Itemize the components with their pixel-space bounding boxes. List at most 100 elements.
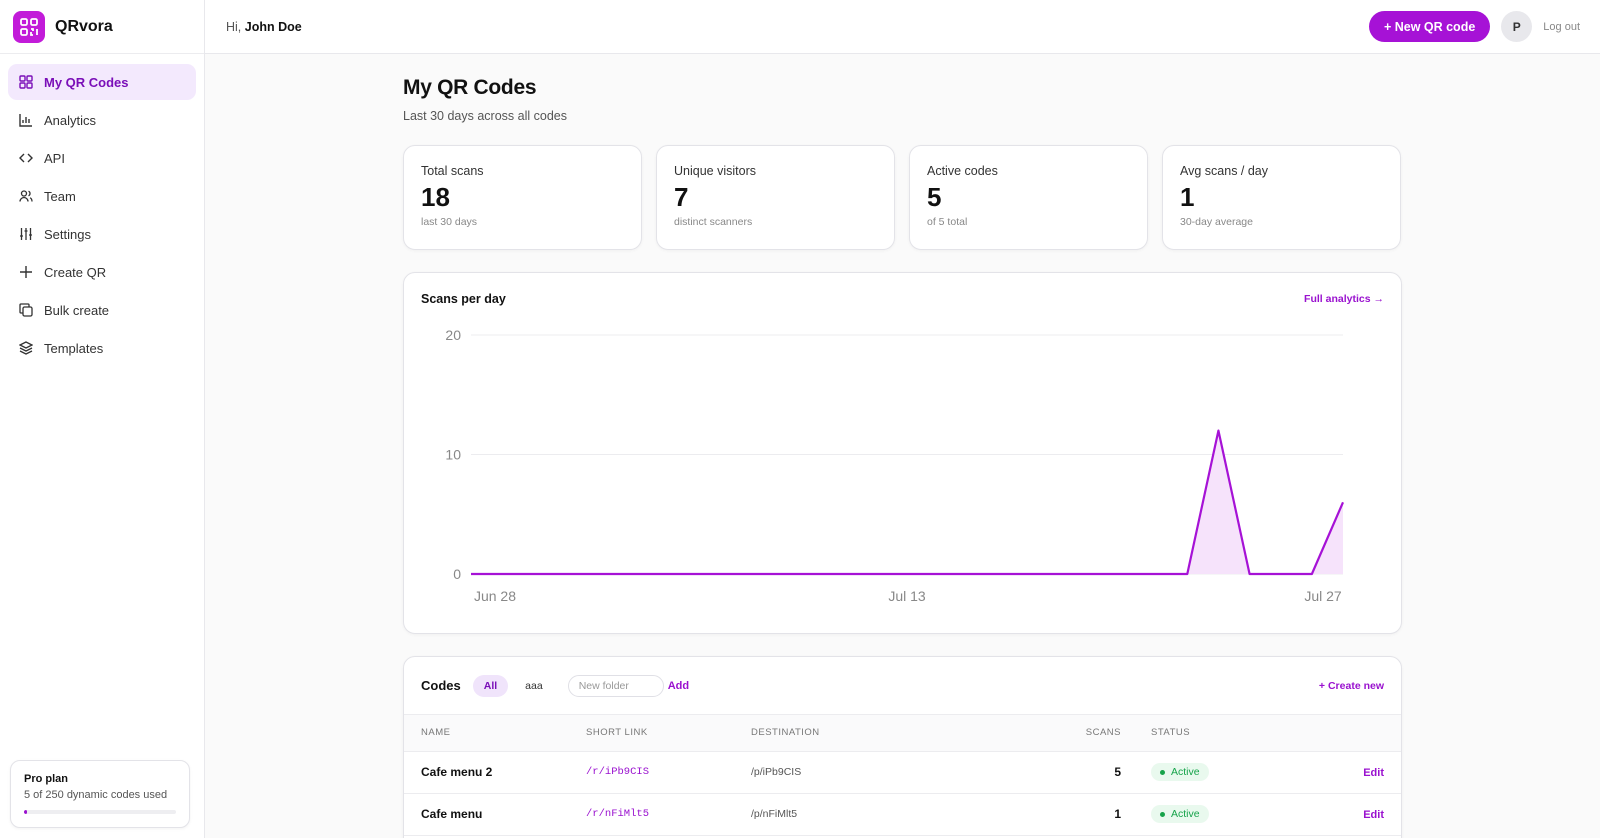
- sidebar-item-settings[interactable]: Settings: [8, 216, 196, 252]
- create-new-link[interactable]: + Create new: [1318, 679, 1384, 692]
- sidebar-item-label: Analytics: [44, 112, 97, 128]
- column-header-destination[interactable]: DESTINATION: [751, 727, 820, 739]
- table-row[interactable]: Cafe menu 2 /r/iPb9CIS /p/iPb9CIS 5 Acti…: [404, 751, 1401, 793]
- stat-card-avg-scans: Avg scans / day 1 30-day average: [1162, 145, 1401, 250]
- sidebar-item-team[interactable]: Team: [8, 178, 196, 214]
- short-link[interactable]: /r/nFiMlt5: [586, 808, 650, 820]
- stat-sub: last 30 days: [421, 216, 478, 228]
- sidebar-item-templates[interactable]: Templates: [8, 330, 196, 366]
- sidebar-item-label: Settings: [44, 226, 91, 242]
- status-badge: Active: [1151, 763, 1209, 781]
- new-qr-code-button[interactable]: + New QR code: [1368, 11, 1491, 42]
- topbar-actions: + New QR code P Log out: [1368, 11, 1580, 42]
- brand[interactable]: QRvora: [0, 0, 204, 54]
- code-name: Cafe menu: [421, 807, 483, 821]
- x-tick-label: Jul 27: [1304, 588, 1342, 604]
- sidebar-item-my-qr-codes[interactable]: My QR Codes: [8, 64, 196, 100]
- sliders-icon: [19, 227, 33, 241]
- main-content: My QR Codes Last 30 days across all code…: [403, 54, 1402, 838]
- bar-chart-icon: [19, 113, 33, 127]
- chart-header: Scans per day Full analytics →: [404, 273, 1401, 306]
- stat-card-unique-visitors: Unique visitors 7 distinct scanners: [656, 145, 895, 250]
- code-name: Cafe menu 2: [421, 765, 493, 779]
- status-badge: Active: [1151, 805, 1209, 823]
- status-text: Active: [1171, 808, 1200, 820]
- stat-label: Unique visitors: [674, 164, 756, 178]
- logout-link[interactable]: Log out: [1543, 20, 1580, 33]
- status-dot-icon: [1160, 811, 1165, 817]
- stat-card-active-codes: Active codes 5 of 5 total: [909, 145, 1148, 250]
- short-link[interactable]: /r/iPb9CIS: [586, 766, 650, 778]
- y-tick-label: 20: [445, 327, 461, 343]
- topbar: Hi, John Doe + New QR code P Log out: [205, 0, 1600, 54]
- plan-usage-text: 5 of 250 dynamic codes used: [24, 789, 168, 801]
- scans-chart-card: 0 10 20 Jun 28 Jul 13 Jul 27 Scans per day Fu…: [403, 272, 1402, 634]
- sidebar-item-label: Templates: [44, 340, 104, 356]
- stat-value: 18: [421, 182, 450, 212]
- y-tick-label: 10: [445, 447, 461, 463]
- plan-title: Pro plan: [24, 773, 69, 785]
- full-analytics-link[interactable]: Full analytics →: [1304, 293, 1384, 305]
- edit-button[interactable]: Edit: [1363, 809, 1384, 821]
- sidebar-item-analytics[interactable]: Analytics: [8, 102, 196, 138]
- qr-code-icon: [13, 10, 45, 43]
- codes-header: Codes All aaa Add + Create new: [404, 657, 1401, 715]
- plus-icon: [19, 265, 33, 279]
- stat-card-total-scans: Total scans 18 last 30 days: [403, 145, 642, 250]
- edit-button[interactable]: Edit: [1363, 767, 1384, 779]
- chart-line-series: [471, 429, 1345, 576]
- sidebar-item-label: Create QR: [44, 264, 107, 280]
- greeting-prefix: Hi,: [226, 19, 242, 34]
- x-tick-label: Jun 28: [474, 588, 516, 604]
- column-header-scans[interactable]: SCANS: [1085, 727, 1121, 739]
- stat-label: Avg scans / day: [1180, 164, 1269, 178]
- destination: /p/iPb9CIS: [751, 766, 802, 778]
- sidebar-item-bulk-create[interactable]: Bulk create: [8, 292, 196, 328]
- layers-icon: [19, 341, 33, 355]
- y-tick-label: 0: [453, 566, 461, 582]
- users-icon: [19, 189, 33, 203]
- column-header-name[interactable]: NAME: [421, 727, 451, 739]
- scans-chart: 0 10 20 Jun 28 Jul 13 Jul 27: [445, 327, 1345, 604]
- plan-usage-fill: [24, 810, 28, 814]
- folder-tab-aaa[interactable]: aaa: [525, 679, 543, 692]
- table-header-row: NAME SHORT LINK DESTINATION SCANS STATUS: [404, 715, 1401, 751]
- status-cell: Active: [1121, 751, 1281, 793]
- sidebar-item-api[interactable]: API: [8, 140, 196, 176]
- destination: /p/nFiMlt5: [751, 808, 798, 820]
- code-icon: [19, 151, 33, 165]
- status-text: Active: [1171, 766, 1200, 778]
- plan-card: Pro plan 5 of 250 dynamic codes used: [10, 760, 190, 828]
- stat-sub: 30-day average: [1180, 216, 1253, 228]
- column-header-short-link[interactable]: SHORT LINK: [586, 727, 648, 739]
- scan-count: 1: [1114, 807, 1121, 821]
- sidebar: QRvora My QR Codes Analytics API Team: [0, 0, 205, 838]
- stat-label: Total scans: [421, 164, 484, 178]
- scan-count: 5: [1114, 765, 1121, 779]
- sidebar-nav: My QR Codes Analytics API Team Settings: [0, 54, 204, 378]
- stat-sub: distinct scanners: [674, 216, 753, 228]
- new-folder-input[interactable]: [567, 674, 664, 697]
- codes-title: Codes: [421, 678, 461, 693]
- stat-label: Active codes: [927, 164, 998, 178]
- page-title: My QR Codes: [403, 76, 537, 99]
- stat-value: 5: [927, 182, 942, 212]
- column-header-status[interactable]: STATUS: [1151, 727, 1191, 739]
- grid-icon: [19, 75, 33, 89]
- copy-icon: [19, 303, 33, 317]
- codes-card: Codes All aaa Add + Create new NAME SHOR…: [403, 656, 1402, 838]
- stat-value: 7: [674, 182, 689, 212]
- sidebar-item-label: Bulk create: [44, 302, 110, 318]
- column-header-actions: [1281, 715, 1401, 751]
- add-folder-button[interactable]: Add: [667, 679, 690, 692]
- status-cell: Active: [1121, 793, 1281, 835]
- stats-row: Total scans 18 last 30 days Unique visit…: [403, 145, 1402, 250]
- sidebar-item-label: API: [44, 150, 65, 166]
- table-row[interactable]: Cafe menu /r/nFiMlt5 /p/nFiMlt5 1 Active…: [404, 793, 1401, 835]
- sidebar-item-create-qr[interactable]: Create QR: [8, 254, 196, 290]
- actions-cell: Edit: [1281, 793, 1401, 835]
- page-subtitle: Last 30 days across all codes: [403, 109, 567, 123]
- user-name: John Doe: [244, 19, 302, 34]
- folder-tab-all[interactable]: All: [472, 674, 509, 697]
- avatar[interactable]: P: [1501, 11, 1533, 42]
